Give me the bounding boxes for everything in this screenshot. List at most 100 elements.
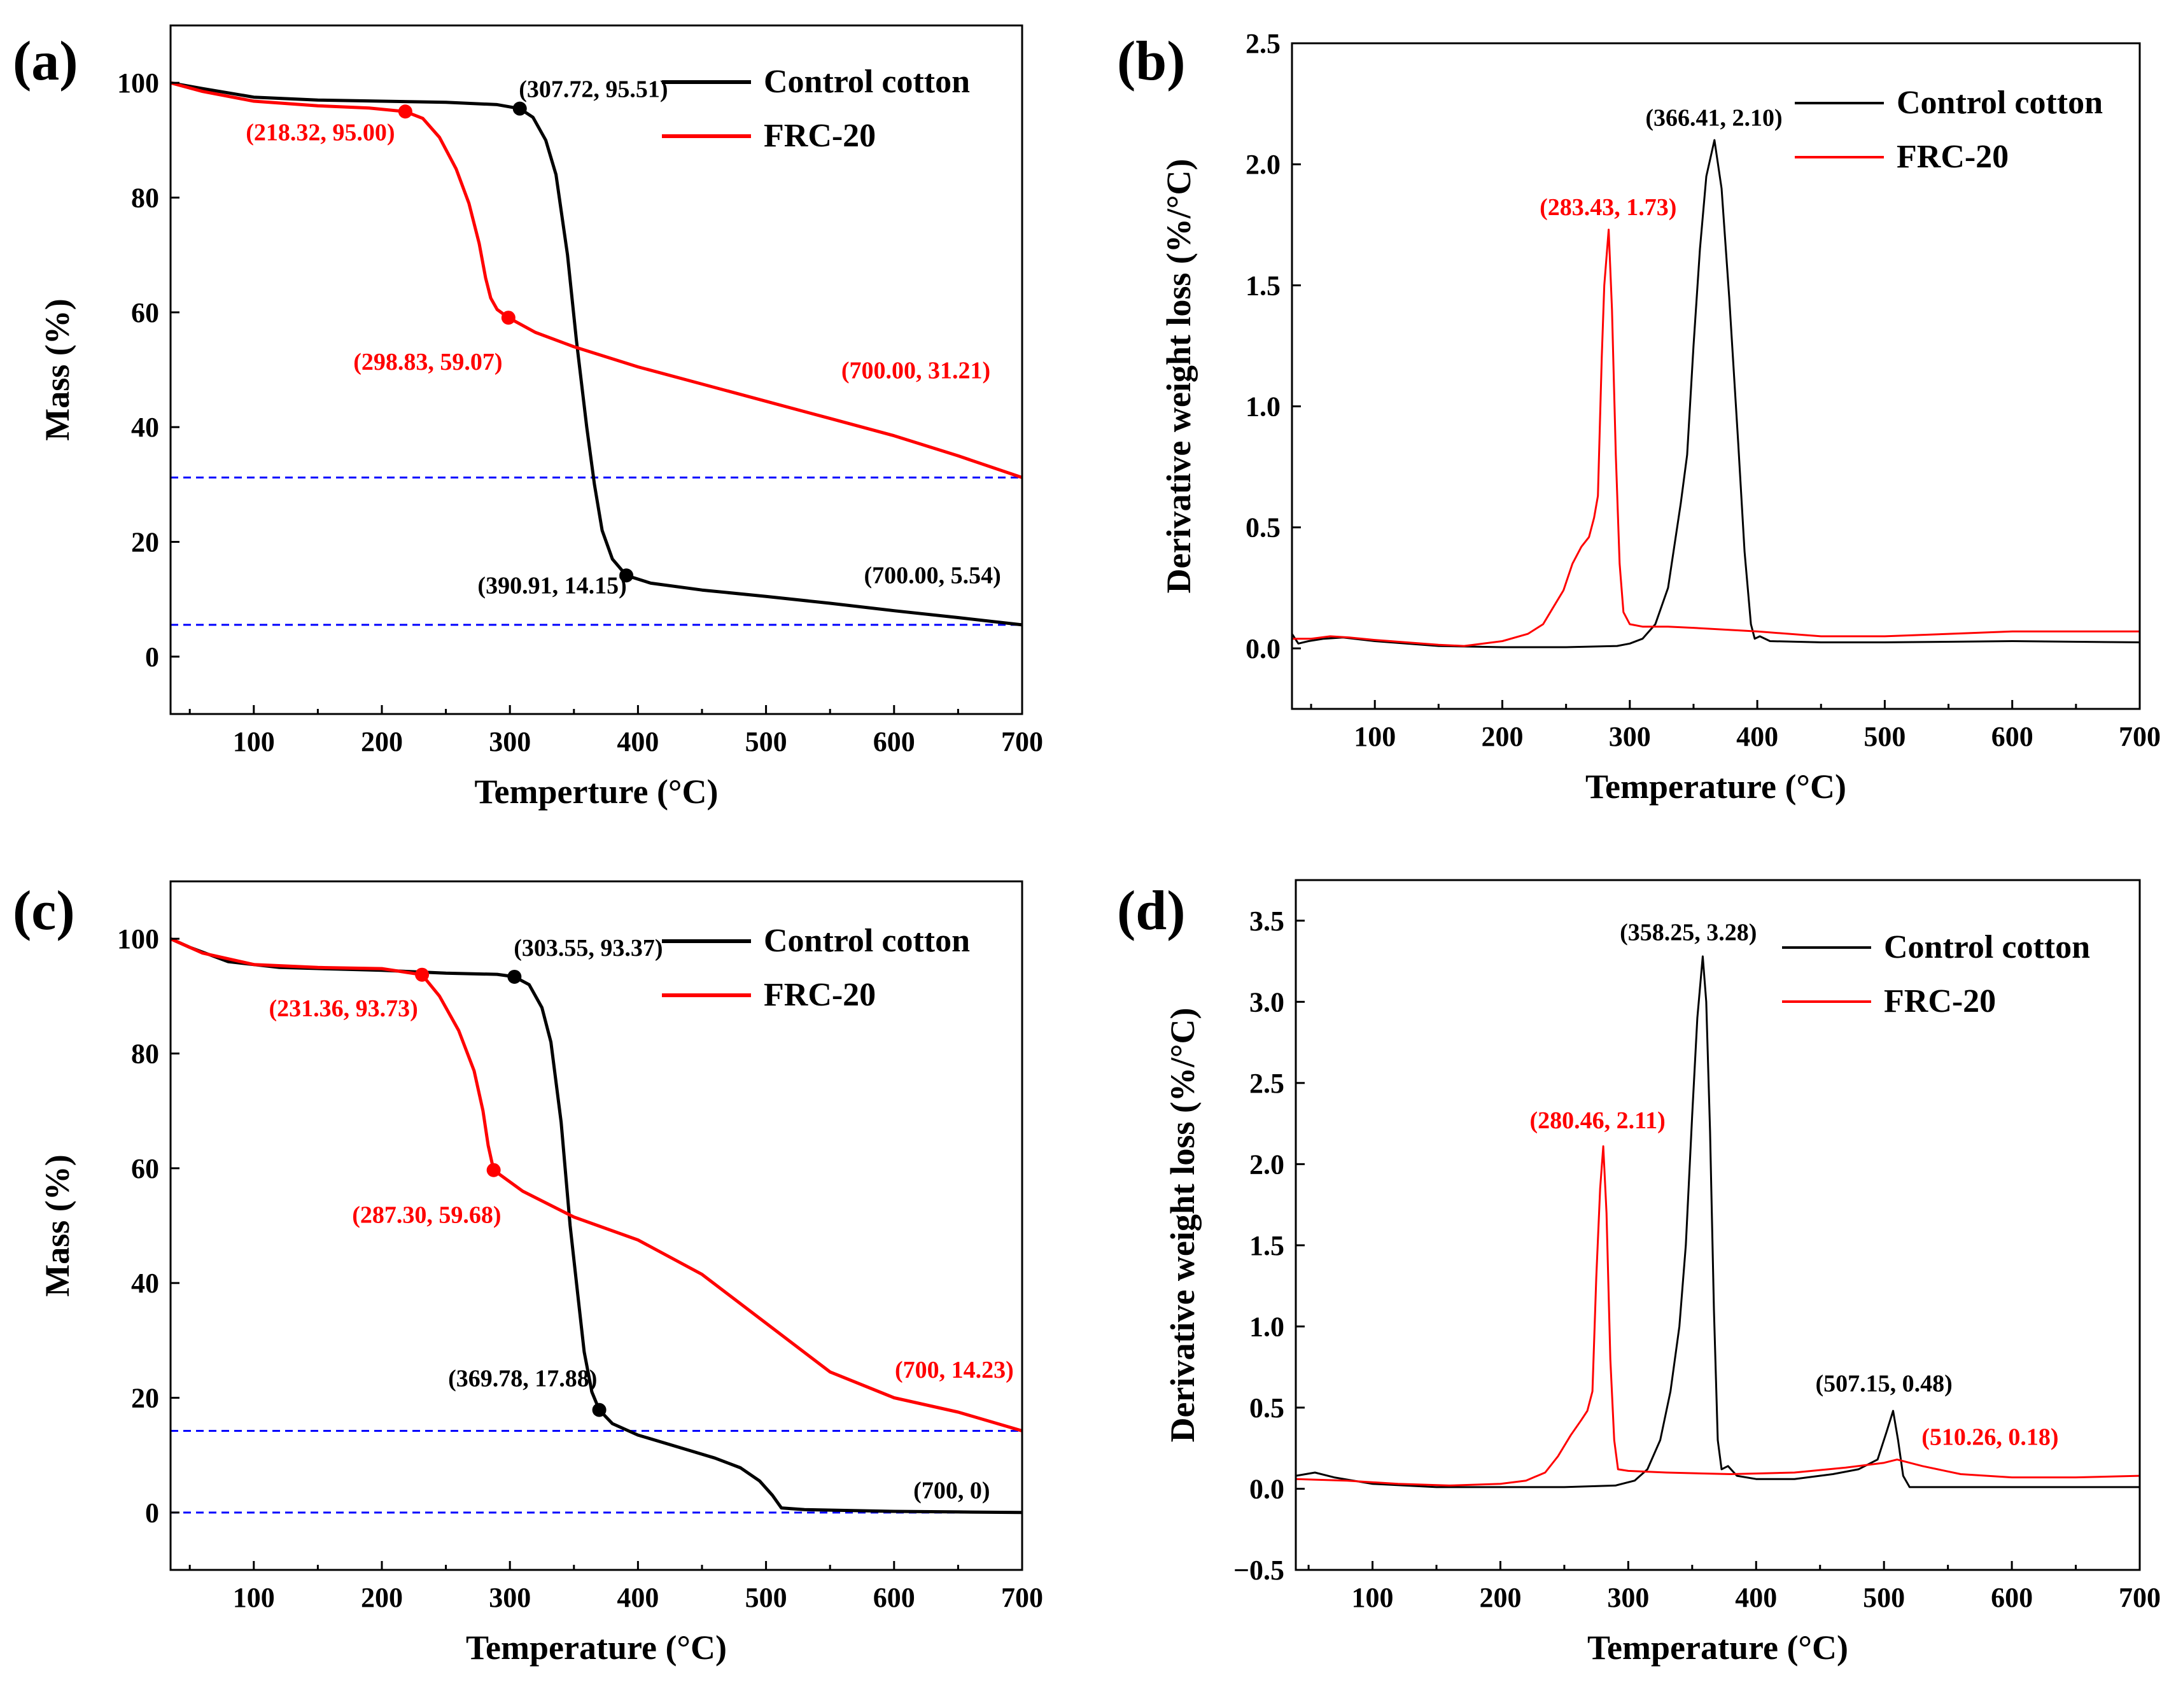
x-tick-label: 200: [1481, 721, 1523, 752]
series-line-c-frc-20: [171, 937, 1022, 1432]
panel-label: (d): [1117, 880, 1186, 942]
x-tick-label: 400: [1736, 721, 1778, 752]
legend-entry: Control cotton: [764, 923, 970, 959]
x-tick-label: 600: [873, 1582, 915, 1613]
x-tick-label: 700: [2119, 721, 2161, 752]
y-tick-label: 1.5: [1249, 1230, 1284, 1261]
y-tick-label: 60: [131, 1153, 159, 1184]
x-axis-label: Temperature (°C): [466, 1628, 727, 1667]
data-annotation: (231.36, 93.73): [269, 995, 418, 1022]
x-tick-label: 100: [1354, 721, 1396, 752]
series-line-d-control-cotton: [1296, 955, 2140, 1488]
x-axis-label: Temperture (°C): [474, 773, 718, 811]
plot-frame-a: [169, 24, 1023, 715]
y-axis-label: Derivative weight loss (%/°C): [1163, 1008, 1202, 1443]
data-marker-a-1: [398, 104, 412, 119]
y-tick-label: 2.0: [1246, 149, 1281, 180]
x-tick-label: 700: [1001, 726, 1043, 757]
panel-label: (a): [13, 31, 78, 92]
y-tick-label: 20: [131, 527, 159, 558]
data-annotation: (287.30, 59.68): [352, 1201, 501, 1228]
data-annotation: (700, 14.23): [895, 1357, 1014, 1383]
x-tick-label: 700: [2119, 1582, 2161, 1613]
data-marker-a-2: [501, 311, 516, 325]
x-tick-label: 500: [1864, 721, 1906, 752]
y-tick-label: 1.5: [1246, 270, 1281, 301]
y-axis-label: Mass (%): [38, 1154, 76, 1296]
x-tick-label: 300: [489, 726, 531, 757]
panel-d: 100 200 300 400 500 600 700 −0.5 0.0 0.5 1.0 1.5 2.0…: [1117, 879, 2161, 1667]
x-axis-label: Temperature (°C): [1587, 1628, 1848, 1667]
y-tick-label: 100: [117, 923, 159, 955]
series-line-a-frc-20: [171, 81, 1022, 479]
x-tick-label: 300: [1607, 1582, 1649, 1613]
plot-frame-d: [1295, 879, 2141, 1571]
data-annotation: (510.26, 0.18): [1921, 1424, 2058, 1451]
x-tick-label: 200: [1479, 1582, 1521, 1613]
data-annotation: (700.00, 31.21): [841, 358, 990, 384]
legend-entry: FRC-20: [1897, 139, 2009, 175]
y-tick-label: 3.5: [1249, 906, 1284, 937]
y-tick-label: 2.0: [1249, 1149, 1284, 1180]
x-tick-label: 300: [489, 1582, 531, 1613]
y-tick-label: 2.5: [1246, 28, 1281, 59]
y-tick-label: 40: [131, 1268, 159, 1299]
data-marker-c-3: [592, 1403, 607, 1417]
data-annotation: (280.46, 2.11): [1530, 1107, 1666, 1134]
x-tick-label: 700: [1001, 1582, 1043, 1613]
series-line-d-frc-20: [1296, 1145, 2140, 1487]
data-annotation: (366.41, 2.10): [1645, 104, 1782, 131]
panel-label: (b): [1117, 31, 1186, 92]
series-line-a-control-cotton: [171, 81, 1022, 627]
data-annotation: (358.25, 3.28): [1620, 919, 1757, 946]
data-annotation: (218.32, 95.00): [246, 119, 395, 146]
x-tick-label: 200: [361, 726, 403, 757]
panel-a: 100 200 300 400 500 600 700 0 20 40 60 80 100 Tempert…: [13, 24, 1043, 811]
data-annotation: (700, 0): [913, 1477, 990, 1504]
y-tick-label: 2.5: [1249, 1068, 1284, 1099]
legend-entry: Control cotton: [764, 64, 970, 100]
y-tick-label: 80: [131, 1039, 159, 1070]
y-tick-label: 0: [145, 1497, 159, 1529]
data-annotation: (700.00, 5.54): [864, 562, 1001, 589]
panel-b: 100 200 300 400 500 600 700 0.0 0.5 1.0 1.5 2.0 2.5 T…: [1117, 28, 2161, 806]
y-tick-label: 60: [131, 297, 159, 328]
x-tick-label: 400: [617, 726, 659, 757]
x-tick-label: 100: [233, 1582, 275, 1613]
plot-frame-b: [1291, 42, 2141, 710]
x-tick-label: 600: [1991, 721, 2033, 752]
data-annotation: (507.15, 0.48): [1816, 1370, 1953, 1397]
x-tick-label: 500: [1863, 1582, 1905, 1613]
y-tick-label: 40: [131, 412, 159, 443]
x-tick-label: 600: [873, 726, 915, 757]
legend-entry: FRC-20: [1884, 983, 1996, 1019]
y-tick-label: 100: [117, 67, 159, 99]
x-tick-label: 500: [745, 726, 787, 757]
data-marker-a-0: [512, 101, 527, 116]
data-marker-a-3: [619, 568, 634, 583]
data-marker-c-1: [415, 967, 430, 982]
data-marker-c-0: [507, 969, 522, 984]
y-tick-label: 0: [145, 641, 159, 673]
data-annotation: (283.43, 1.73): [1540, 194, 1676, 221]
y-tick-label: 1.0: [1246, 391, 1281, 423]
panel-label: (c): [13, 880, 75, 942]
legend-entry: Control cotton: [1884, 929, 2090, 965]
y-tick-label: 20: [131, 1383, 159, 1414]
x-tick-label: 100: [233, 726, 275, 757]
data-annotation: (298.83, 59.07): [353, 349, 502, 375]
legend-entry: FRC-20: [764, 118, 876, 154]
y-axis-label: Derivative weight loss (%/°C): [1160, 159, 1198, 594]
legend-entry: Control cotton: [1897, 85, 2103, 121]
data-annotation: (390.91, 14.15): [477, 573, 626, 599]
data-annotation: (307.72, 95.51): [519, 76, 668, 103]
data-annotation: (369.78, 17.88): [448, 1365, 597, 1392]
y-tick-label: 3.0: [1249, 986, 1284, 1018]
data-marker-c-2: [486, 1163, 501, 1177]
series-line-b-frc-20: [1292, 228, 2140, 647]
x-tick-label: 200: [361, 1582, 403, 1613]
y-tick-label: 0.5: [1246, 512, 1281, 543]
y-tick-label: −0.5: [1233, 1555, 1284, 1586]
x-tick-label: 400: [1735, 1582, 1777, 1613]
